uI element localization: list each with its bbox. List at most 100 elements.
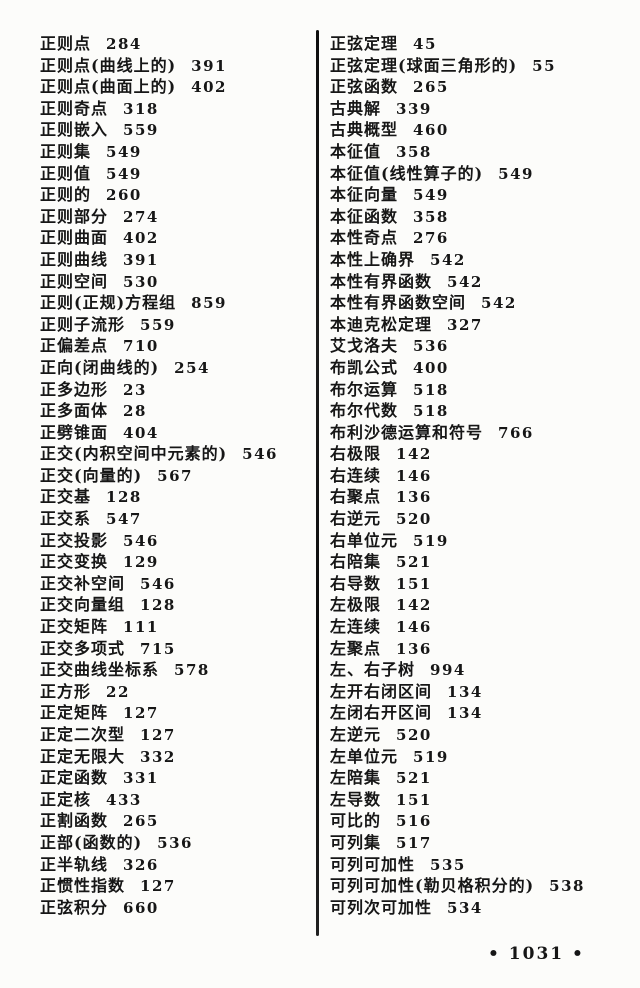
entry-page: 331 <box>123 769 159 788</box>
entry-term: 布利沙德运算和符号 <box>330 422 484 442</box>
index-entry: 正交(内积空间中元素的) 546 <box>40 443 302 465</box>
entry-term: 正交变换 <box>40 552 109 572</box>
entry-term: 正交矩阵 <box>40 617 109 637</box>
index-column-right: 正弦定理 45 正弦定理(球面三角形的) 55 正弦函数 265 古典解 339 古典概… <box>330 33 630 918</box>
index-entry: 正弦积分 660 <box>40 897 302 919</box>
entry-term: 左导数 <box>330 789 382 809</box>
index-entry: 左导数 151 <box>330 789 630 811</box>
entry-page: 538 <box>549 877 585 896</box>
index-entry: 左、右子树 994 <box>330 659 630 681</box>
entry-term: 正多面体 <box>40 401 109 421</box>
entry-term: 正则点(曲线上的) <box>40 55 177 75</box>
entry-term: 左单位元 <box>330 746 399 766</box>
index-entry: 布尔代数 518 <box>330 400 630 422</box>
index-entry: 右导数 151 <box>330 573 630 595</box>
index-entry: 正则的 260 <box>40 184 302 206</box>
index-entry: 右极限 142 <box>330 443 630 465</box>
entry-term: 正部(函数的) <box>40 832 143 852</box>
index-entry: 正惯性指数 127 <box>40 875 302 897</box>
entry-page: 530 <box>123 272 159 291</box>
entry-term: 本迪克松定理 <box>330 314 433 334</box>
entry-term: 正定函数 <box>40 768 109 788</box>
entry-term: 左陪集 <box>330 768 382 788</box>
entry-page: 994 <box>430 661 466 680</box>
index-entry: 正则点 284 <box>40 33 302 55</box>
index-entry: 正劈锥面 404 <box>40 422 302 444</box>
index-entry: 正多面体 28 <box>40 400 302 422</box>
entry-page: 128 <box>140 596 176 615</box>
entry-page: 546 <box>242 445 278 464</box>
entry-term: 左连续 <box>330 617 382 637</box>
entry-term: 正则子流形 <box>40 314 126 334</box>
entry-term: 右极限 <box>330 444 382 464</box>
index-entry: 左闭右开区间 134 <box>330 702 630 724</box>
entry-page: 134 <box>447 704 483 723</box>
entry-page: 151 <box>396 574 432 593</box>
entry-term: 右连续 <box>330 465 382 485</box>
entry-term: 正向(闭曲线的) <box>40 357 160 377</box>
entry-page: 111 <box>123 618 159 637</box>
entry-term: 正惯性指数 <box>40 876 126 896</box>
index-entry: 古典解 339 <box>330 98 630 120</box>
index-entry: 可比的 516 <box>330 810 630 832</box>
index-entry: 可列集 517 <box>330 832 630 854</box>
index-entry: 正则部分 274 <box>40 206 302 228</box>
index-entry: 左连续 146 <box>330 616 630 638</box>
entry-term: 本征值(线性算子的) <box>330 163 484 183</box>
entry-page: 542 <box>430 250 466 269</box>
index-entry: 可列可加性(勒贝格积分的) 538 <box>330 875 630 897</box>
entry-term: 古典概型 <box>330 120 399 140</box>
entry-term: 正则部分 <box>40 206 109 226</box>
index-entry: 正部(函数的) 536 <box>40 832 302 854</box>
entry-term: 正则的 <box>40 185 92 205</box>
index-entry: 正定函数 331 <box>40 767 302 789</box>
entry-page: 23 <box>123 380 147 399</box>
entry-term: 本性上确界 <box>330 249 416 269</box>
entry-page: 519 <box>413 531 449 550</box>
entry-page: 516 <box>396 812 432 831</box>
index-entry: 正交基 128 <box>40 486 302 508</box>
index-entry: 正多边形 23 <box>40 379 302 401</box>
entry-page: 518 <box>413 380 449 399</box>
entry-term: 正交(向量的) <box>40 465 143 485</box>
entry-term: 正交系 <box>40 509 92 529</box>
index-entry: 正交向量组 128 <box>40 594 302 616</box>
index-column-left: 正则点 284 正则点(曲线上的) 391 正则点(曲面上的) 402 正则奇点 318… <box>40 33 302 918</box>
index-entry: 正弦函数 265 <box>330 76 630 98</box>
entry-page: 549 <box>498 164 534 183</box>
entry-page: 578 <box>174 661 210 680</box>
entry-page: 559 <box>140 315 176 334</box>
index-entry: 布尔运算 518 <box>330 379 630 401</box>
index-entry: 布利沙德运算和符号 766 <box>330 422 630 444</box>
index-entry: 本征向量 549 <box>330 184 630 206</box>
entry-term: 本性奇点 <box>330 228 399 248</box>
index-entry: 正弦定理(球面三角形的) 55 <box>330 55 630 77</box>
index-entry: 左聚点 136 <box>330 638 630 660</box>
entry-page: 534 <box>447 898 483 917</box>
entry-term: 左开右闭区间 <box>330 681 433 701</box>
index-entry: 正定无限大 332 <box>40 746 302 768</box>
index-entry: 本迪克松定理 327 <box>330 314 630 336</box>
index-entry: 左逆元 520 <box>330 724 630 746</box>
entry-term: 左闭右开区间 <box>330 703 433 723</box>
index-entry: 本征值(线性算子的) 549 <box>330 163 630 185</box>
entry-term: 本性有界函数空间 <box>330 293 467 313</box>
footer-page-number: • 1031 • <box>488 944 585 964</box>
entry-term: 古典解 <box>330 98 382 118</box>
index-entry: 正则点(曲线上的) 391 <box>40 55 302 77</box>
entry-term: 可列次可加性 <box>330 897 433 917</box>
entry-page: 146 <box>396 618 432 637</box>
entry-term: 正弦定理(球面三角形的) <box>330 55 518 75</box>
index-entry: 左开右闭区间 134 <box>330 681 630 703</box>
entry-page: 142 <box>396 596 432 615</box>
entry-page: 284 <box>106 35 142 53</box>
column-divider-line <box>316 30 319 936</box>
entry-term: 正弦函数 <box>330 77 399 97</box>
index-entry: 正则空间 530 <box>40 271 302 293</box>
entry-page: 546 <box>123 531 159 550</box>
entry-page: 45 <box>413 35 437 53</box>
entry-page: 265 <box>123 812 159 831</box>
index-entry: 正交多项式 715 <box>40 638 302 660</box>
entry-page: 276 <box>413 229 449 248</box>
